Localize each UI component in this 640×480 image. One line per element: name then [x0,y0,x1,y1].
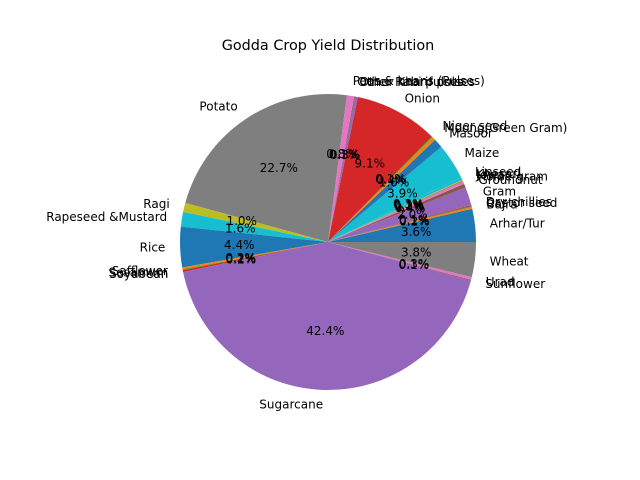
pct-label-other-rabi-pulses: 0.1% [329,148,360,162]
slice-urad [328,242,472,280]
category-label-sunflower: Sunflower [485,277,545,291]
pct-label-ragi: 1.0% [226,214,257,228]
slice-maize [328,146,462,242]
pct-label-niger-seed: 0.1% [375,172,406,186]
pct-label-rice: 4.4% [224,238,255,252]
category-label-niger-seed: Niger seed [443,119,508,133]
category-label-dry-chillies: Dry chillies [486,195,552,209]
slice-ragi [183,202,328,242]
slice-jowar [328,180,463,242]
category-label-jowar: Jowar [475,168,509,182]
slice-rapeseed-mustard [180,211,328,242]
pct-label-masoor: 1.0% [379,176,410,190]
slice-other-rabi-pulses [328,96,356,242]
slice-masoor [328,139,442,242]
pct-label-sesamum: 0.1% [226,252,257,266]
percent-labels: 3.6%0.2%0.1%0.1%2.0%0.4%0.3%0.1%0.1%0.3%… [224,147,431,338]
pct-label-maize: 3.9% [387,187,418,201]
slice-linseed [328,177,463,242]
category-label-soyabean: Soyabean [109,267,168,281]
category-label-other-rabi-pulses: Other Rabi pulses [357,75,464,89]
pct-label-dry-chillies: 0.1% [399,213,430,227]
category-label-rice: Rice [140,241,166,255]
category-label-horse-gram: Horse-gram [477,170,548,184]
slice-other-kharif-pulses [328,96,358,242]
category-label-ragi: Ragi [143,197,169,211]
pct-label-khesari: 0.1% [393,198,424,212]
pct-label-castor-seed: 0.1% [399,214,430,228]
pct-label-safflower: 0.2% [225,251,256,265]
pct-label-moong-green-gram: 0.4% [376,173,407,187]
slice-peas-beans-pulses [328,95,355,242]
slice-castor-seed [328,205,472,242]
category-label-masoor: Masoor [449,126,493,140]
category-label-arhar-tur: Arhar/Tur [490,217,545,231]
pct-label-onion: 9.1% [355,157,386,171]
category-label-wheat: Wheat [490,254,529,268]
category-label-gram: Gram [483,185,516,199]
slice-gram [328,187,472,242]
pct-label-linseed: 0.3% [393,197,424,211]
category-label-bajra: Bajra [486,197,517,211]
slice-dry-chillies [328,205,472,242]
slice-soyabean [182,242,328,273]
category-label-onion: Onion [405,91,440,105]
pct-label-peas-beans-pulses: 0.8% [326,147,357,161]
pct-label-groundnut: 0.4% [395,201,426,215]
pct-label-other-kharif-pulses: 0.3% [330,148,361,162]
pct-label-gram: 2.0% [397,208,428,222]
slice-sunflower [328,242,472,281]
pct-label-bajra: 0.2% [399,215,430,229]
category-label-groundnut: Groundnut [479,173,543,187]
pct-label-urad: 0.3% [399,257,430,271]
slice-potato [185,93,347,243]
pct-label-potato: 22.7% [260,161,298,175]
category-label-sugarcane: Sugarcane [259,398,323,412]
slice-groundnut [328,183,466,242]
slice-moong-green-gram [328,137,436,242]
category-label-khesari: Khesari [476,167,521,181]
slice-wheat [328,242,476,278]
pct-label-soyabean: 0.2% [226,253,257,267]
pct-label-wheat: 3.8% [401,246,432,260]
category-label-other-kharif-pulses: Other Kharif pulses [359,75,474,89]
category-label-maize: Maize [465,146,500,160]
category-label-safflower: Safflower [112,264,168,278]
category-label-sesamum: Sesamum [109,266,169,280]
slice-onion [328,97,432,242]
slice-bajra [328,206,473,242]
slice-sugarcane [183,242,471,391]
category-label-rapeseed-mustard: Rapeseed &Mustard [46,210,167,224]
category-label-linseed: Linseed [475,165,521,179]
pct-label-sunflower: 0.1% [399,258,430,272]
slice-niger-seed [328,136,433,242]
category-label-moong-green-gram: Moong(Green Gram) [444,121,567,135]
slice-horse-gram [328,181,465,242]
slice-khesari [328,179,463,242]
category-label-peas-beans-pulses: Peas & beans (Pulses) [353,74,485,88]
pct-label-horse-gram: 0.3% [394,199,425,213]
pct-label-sugarcane: 42.4% [306,324,344,338]
slice-arhar-tur [328,208,476,242]
category-label-potato: Potato [199,100,237,114]
slice-sesamum [182,242,328,271]
slice-rice [180,226,328,268]
slice-safflower [182,242,328,270]
chart-title: Godda Crop Yield Distribution [222,38,435,54]
pct-label-jowar: 0.1% [394,198,425,212]
pct-label-rapeseed-mustard: 1.6% [225,221,256,235]
pct-label-arhar-tur: 3.6% [401,225,432,239]
category-label-urad: Urad [486,275,515,289]
pie-slices [180,93,476,391]
category-label-castor-seed: Castor seed [486,196,557,210]
